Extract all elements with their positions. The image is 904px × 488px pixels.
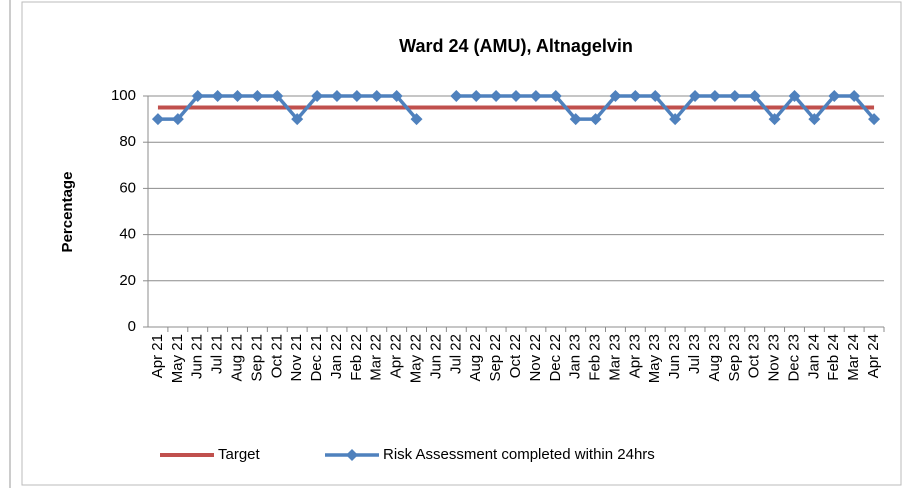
marker [669, 113, 682, 126]
x-tick-label: Mar 22 [368, 334, 385, 381]
y-tick-label: 20 [119, 272, 136, 289]
x-tick-label: Nov 21 [288, 334, 305, 382]
marker [689, 90, 702, 102]
chart-frame [21, 1, 902, 486]
x-tick-label: Oct 22 [507, 334, 524, 378]
x-tick-label: May 22 [408, 334, 425, 383]
marker [271, 90, 284, 102]
x-tick-label: Jan 23 [567, 334, 584, 379]
marker [549, 90, 562, 102]
marker [728, 90, 741, 102]
x-tick-label: Jan 24 [805, 334, 822, 379]
marker [768, 113, 781, 126]
marker [868, 113, 881, 126]
x-tick-label: Sep 21 [248, 334, 265, 382]
marker [390, 90, 403, 102]
x-tick-label: Feb 22 [348, 334, 365, 381]
y-axis-label: Percentage [59, 172, 76, 253]
x-tick-label: Aug 23 [706, 334, 723, 382]
marker [291, 113, 304, 126]
marker [788, 90, 801, 102]
x-tick-label: Jun 21 [189, 334, 206, 379]
marker [211, 90, 224, 102]
marker [529, 90, 542, 102]
x-tick-label: Jul 22 [447, 334, 464, 374]
marker [490, 90, 503, 102]
marker [848, 90, 861, 102]
x-tick-label: Feb 23 [587, 334, 604, 381]
x-tick-label: Jul 21 [209, 334, 226, 374]
marker [450, 90, 463, 102]
x-tick-label: Apr 24 [865, 334, 882, 378]
x-tick-label: Sep 23 [726, 334, 743, 382]
x-tick-label: Mar 24 [845, 334, 862, 381]
marker [151, 113, 164, 126]
y-tick-label: 60 [119, 179, 136, 196]
marker [589, 113, 602, 126]
x-tick-label: Apr 22 [388, 334, 405, 378]
marker [370, 90, 383, 102]
marker [191, 90, 204, 102]
x-tick-label: Oct 23 [746, 334, 763, 378]
x-tick-label: Jul 23 [686, 334, 703, 374]
legend-label: Target [218, 446, 261, 463]
x-tick-label: Nov 22 [527, 334, 544, 382]
x-tick-label: Dec 22 [547, 334, 564, 382]
marker [748, 90, 761, 102]
x-tick-label: Dec 21 [308, 334, 325, 382]
marker [330, 90, 343, 102]
legend-label: Risk Assessment completed within 24hrs [383, 446, 655, 463]
marker [410, 113, 423, 126]
marker [828, 90, 841, 102]
x-tick-label: Apr 23 [626, 334, 643, 378]
series-line [456, 93, 876, 122]
marker [231, 90, 244, 102]
x-tick-label: Jun 22 [427, 334, 444, 379]
marker [311, 90, 324, 102]
x-tick-label: Jun 23 [666, 334, 683, 379]
x-tick-label: Oct 21 [268, 334, 285, 378]
marker [649, 90, 662, 102]
legend-marker [346, 449, 358, 461]
x-tick-label: Mar 23 [606, 334, 623, 381]
y-tick-label: 0 [128, 318, 136, 335]
x-tick-label: May 21 [169, 334, 186, 383]
marker [808, 113, 821, 126]
x-tick-label: Sep 22 [487, 334, 504, 382]
marker [708, 90, 721, 102]
marker [470, 90, 483, 102]
chart-title: Ward 24 (AMU), Altnagelvin [399, 36, 633, 56]
y-tick-label: 80 [119, 133, 136, 150]
x-tick-label: Aug 21 [228, 334, 245, 382]
x-tick-label: Jan 22 [328, 334, 345, 379]
marker [350, 90, 363, 102]
x-tick-label: Dec 23 [785, 334, 802, 382]
marker [171, 113, 184, 126]
x-tick-label: Apr 21 [149, 334, 166, 378]
x-tick-label: May 23 [646, 334, 663, 383]
x-tick-label: Nov 23 [766, 334, 783, 382]
x-tick-label: Aug 22 [467, 334, 484, 382]
marker [609, 90, 622, 102]
y-tick-label: 100 [111, 87, 136, 104]
y-tick-label: 40 [119, 226, 136, 243]
x-tick-label: Feb 24 [825, 334, 842, 381]
marker [510, 90, 522, 102]
marker [569, 113, 582, 126]
marker [629, 90, 642, 102]
marker [251, 90, 264, 102]
